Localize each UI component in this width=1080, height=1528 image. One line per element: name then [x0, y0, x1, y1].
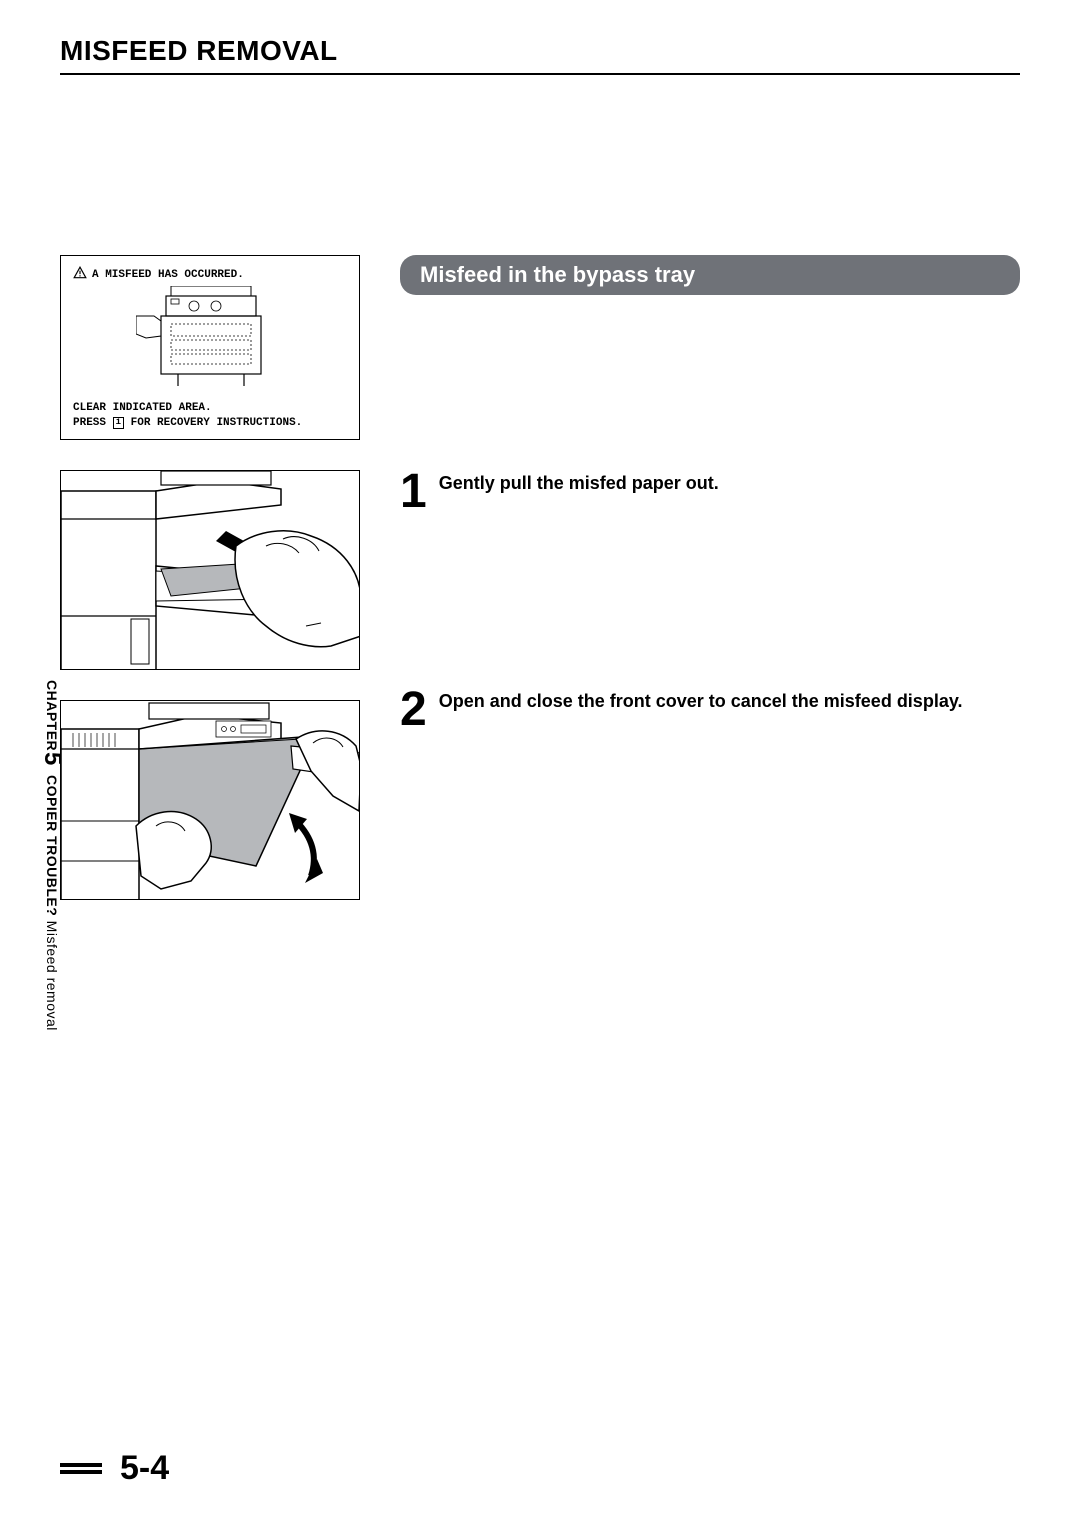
copier-diagram-icon — [136, 286, 286, 391]
copier-display-panel: A MISFEED HAS OCCURRED. CLEAR INDICATED … — [60, 255, 360, 440]
page-header: MISFEED REMOVAL — [60, 35, 1020, 75]
info-key-icon: i — [113, 417, 124, 429]
warning-icon — [73, 266, 87, 284]
step-2-illustration — [60, 700, 360, 900]
section-heading: Misfeed in the bypass tray — [400, 255, 1020, 295]
step-1: 1 Gently pull the misfed paper out. — [400, 470, 1020, 513]
step-number: 1 — [400, 470, 427, 513]
left-column: A MISFEED HAS OCCURRED. CLEAR INDICATED … — [60, 255, 360, 900]
page-footer: 5-4 — [60, 1449, 169, 1488]
page-title: MISFEED REMOVAL — [60, 35, 1020, 67]
page-number: 5-4 — [120, 1449, 169, 1488]
footer-rule-icon — [60, 1463, 102, 1474]
display-message-2: CLEAR INDICATED AREA. — [73, 401, 302, 416]
step-text: Gently pull the misfed paper out. — [439, 470, 719, 495]
chapter-number: 5 — [38, 752, 66, 766]
step-1-illustration — [60, 470, 360, 670]
display-bottom-text: CLEAR INDICATED AREA. PRESS i FOR RECOVE… — [73, 401, 302, 431]
display-message-3: PRESS i FOR RECOVERY INSTRUCTIONS. — [73, 416, 302, 431]
display-line-1: A MISFEED HAS OCCURRED. — [73, 266, 347, 284]
right-column: Misfeed in the bypass tray 1 Gently pull… — [400, 255, 1020, 900]
step-text: Open and close the front cover to cancel… — [439, 688, 963, 713]
step-2: 2 Open and close the front cover to canc… — [400, 688, 1020, 731]
step-number: 2 — [400, 688, 427, 731]
display-message-1: A MISFEED HAS OCCURRED. — [92, 269, 244, 281]
content-area: A MISFEED HAS OCCURRED. CLEAR INDICATED … — [60, 255, 1020, 900]
chapter-tab: CHAPTER 5 COPIER TROUBLE? Misfeed remova… — [38, 680, 66, 1031]
chapter-label: CHAPTER — [44, 680, 60, 751]
chapter-section: COPIER TROUBLE? Misfeed removal — [44, 767, 60, 1031]
